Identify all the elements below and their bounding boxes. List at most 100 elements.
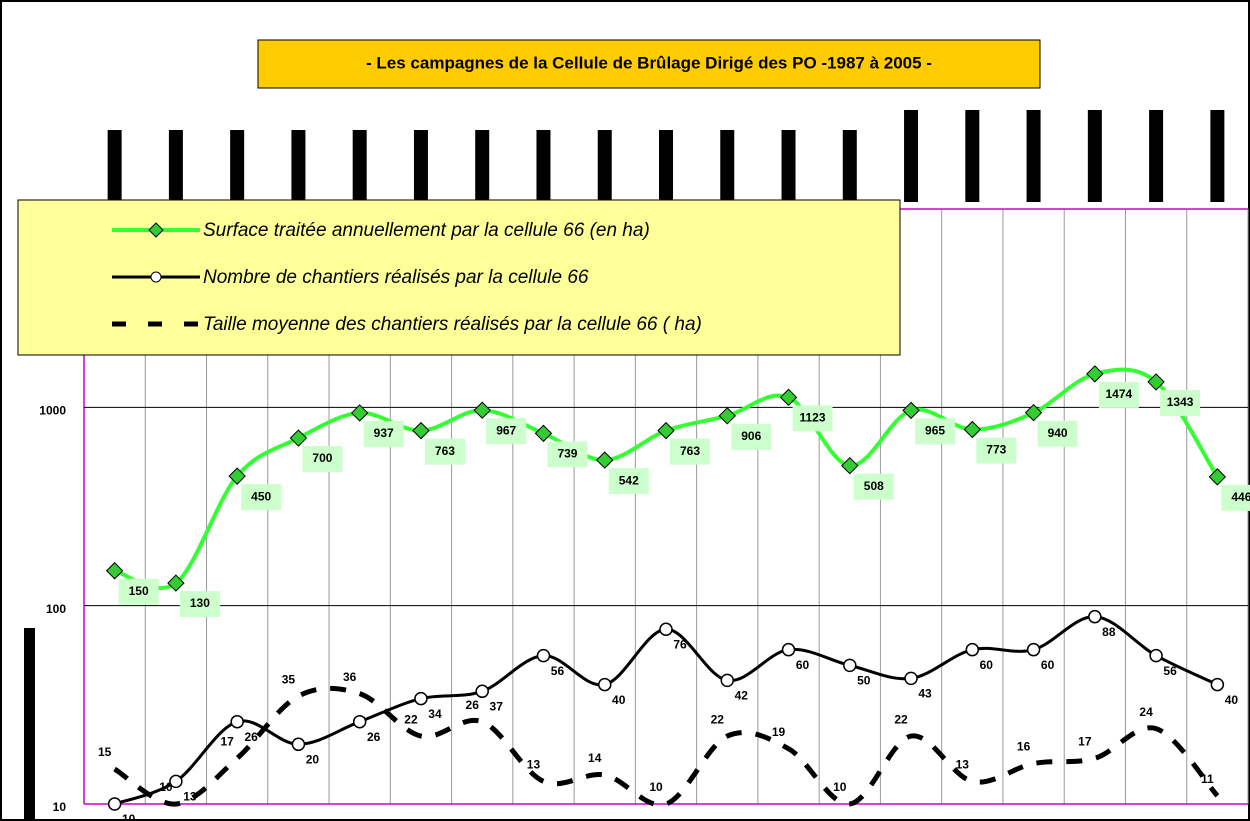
data-label: 10	[649, 780, 663, 794]
label-box	[424, 438, 465, 465]
marker	[1086, 365, 1104, 383]
data-label: 13	[956, 758, 970, 772]
data-label: 508	[864, 479, 884, 493]
marker	[1210, 677, 1225, 692]
data-label: 11	[1201, 772, 1214, 786]
marker	[291, 737, 306, 752]
data-label: 1343	[1167, 395, 1194, 409]
data-label: 40	[612, 693, 626, 707]
marker	[718, 407, 736, 425]
data-label: 42	[735, 689, 749, 703]
marker	[657, 421, 675, 440]
data-label: 965	[925, 424, 945, 438]
label-box	[976, 437, 1017, 464]
data-label: 88	[1102, 625, 1116, 639]
data-label: 60	[1041, 658, 1055, 672]
decor-bar	[536, 130, 551, 202]
decor-bar	[413, 130, 428, 202]
marker	[1026, 642, 1041, 657]
legend-label: Surface traitée annuellement par la cell…	[203, 220, 650, 241]
data-label: 1474	[1105, 387, 1132, 401]
series-line	[113, 685, 1220, 808]
legend-marker	[148, 222, 164, 238]
data-label: 940	[1048, 426, 1068, 440]
marker	[779, 388, 798, 407]
label-box	[1098, 381, 1139, 408]
data-label: 22	[711, 712, 725, 726]
y-tick-label: 1000	[39, 404, 66, 418]
y-tick-label: 100	[46, 602, 66, 616]
data-label: 130	[190, 596, 210, 610]
data-label: 26	[244, 730, 258, 744]
data-label: 40	[1225, 693, 1239, 707]
legend-label: Nombre de chantiers réalisés par la cell…	[203, 267, 589, 288]
data-label: 542	[619, 473, 639, 487]
data-label: 446	[1231, 490, 1250, 504]
label-box	[302, 446, 343, 473]
label-box	[241, 484, 282, 511]
marker	[169, 774, 183, 789]
data-label: 15	[98, 745, 112, 759]
decor-bar	[781, 130, 796, 202]
marker	[843, 658, 857, 673]
marker	[412, 421, 430, 440]
marker	[720, 673, 735, 688]
data-label: 76	[673, 637, 687, 651]
data-label: 13	[183, 790, 197, 804]
data-label: 967	[496, 423, 516, 437]
decor-bar	[1087, 110, 1102, 202]
data-label: 60	[980, 658, 994, 672]
data-label: 56	[551, 664, 565, 678]
data-label: 20	[306, 752, 320, 766]
label-box	[547, 441, 588, 468]
data-label: 937	[374, 426, 394, 440]
decor-bar	[24, 628, 35, 821]
marker	[781, 642, 796, 657]
label-box	[179, 591, 220, 618]
decor-bar	[352, 130, 367, 202]
marker	[904, 671, 918, 686]
marker	[1024, 403, 1043, 422]
data-label: 19	[772, 725, 786, 739]
data-label: 14	[588, 751, 602, 765]
marker	[596, 451, 614, 469]
data-label: 56	[1163, 664, 1177, 678]
label-box	[1160, 389, 1201, 416]
marker	[228, 467, 246, 485]
marker	[841, 456, 859, 475]
decor-bar	[659, 130, 673, 202]
decor-bar	[965, 110, 980, 202]
data-label: 10	[159, 780, 173, 794]
marker	[534, 424, 553, 443]
marker	[597, 677, 612, 692]
data-label: 37	[490, 699, 504, 713]
data-label: 17	[1078, 734, 1092, 748]
decor-bar	[230, 130, 245, 202]
decor-bar	[291, 130, 306, 202]
decor-bar	[1210, 110, 1225, 202]
marker	[1149, 648, 1163, 663]
legend-label: Taille moyenne des chantiers réalisés pa…	[203, 314, 702, 335]
label-box	[486, 418, 527, 445]
marker	[230, 714, 244, 729]
marker	[965, 642, 980, 657]
data-label: 17	[220, 734, 234, 748]
marker	[289, 429, 308, 447]
label-box	[363, 420, 404, 447]
marker	[167, 574, 185, 592]
label-box	[118, 578, 159, 605]
data-label: 24	[1139, 705, 1153, 719]
data-label: 10	[833, 780, 847, 794]
data-label: 34	[428, 707, 442, 721]
decor-bar	[597, 130, 612, 202]
data-label: 450	[251, 489, 271, 503]
data-label: 150	[129, 584, 149, 598]
data-label: 10	[122, 812, 136, 821]
marker	[475, 684, 489, 699]
decor-bar	[720, 130, 735, 202]
data-label: 26	[367, 730, 381, 744]
data-label: 16	[1017, 740, 1031, 754]
marker	[107, 797, 122, 811]
decor-bar	[475, 130, 490, 202]
